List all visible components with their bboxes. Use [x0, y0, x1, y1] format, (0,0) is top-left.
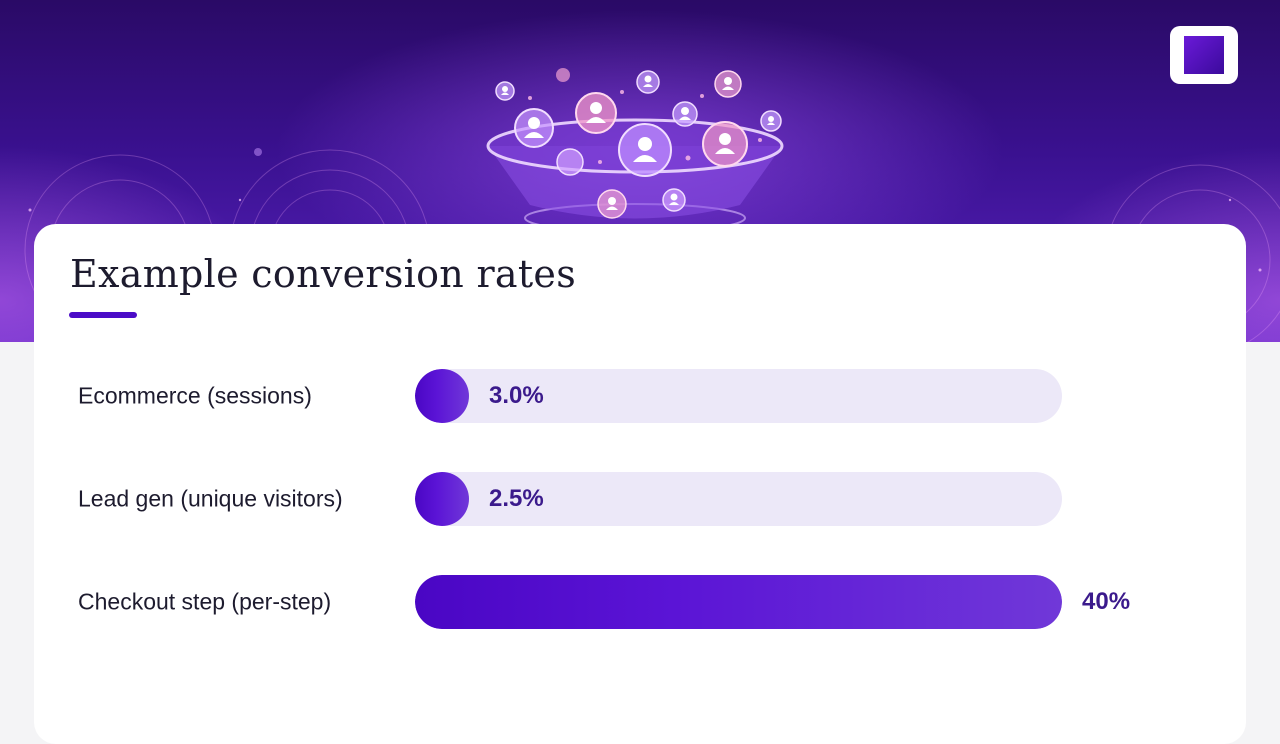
category-label: Lead gen (unique visitors) [78, 485, 343, 512]
bar [415, 369, 469, 423]
brand-logo-mark [1184, 36, 1224, 74]
bar-track [415, 472, 1062, 526]
bar-track [415, 575, 1062, 629]
bar-chart: Ecommerce (sessions) 3.0% Lead gen (unique… [34, 224, 1246, 720]
category-label: Ecommerce (sessions) [78, 382, 312, 409]
bar-track [415, 369, 1062, 423]
chart-card: Example conversion rates Ecommerce (sess… [34, 224, 1246, 744]
bar [415, 575, 1062, 629]
funnel-people-illustration [24, 68, 1280, 342]
value-label: 40% [1082, 588, 1131, 615]
bar [415, 472, 469, 526]
category-label: Checkout step (per-step) [78, 588, 332, 615]
value-label: 2.5% [489, 485, 544, 512]
value-label: 3.0% [489, 382, 544, 409]
chart-title: Example conversion rates [70, 252, 577, 296]
brand-logo [1170, 26, 1238, 84]
title-accent-underline [69, 312, 137, 318]
